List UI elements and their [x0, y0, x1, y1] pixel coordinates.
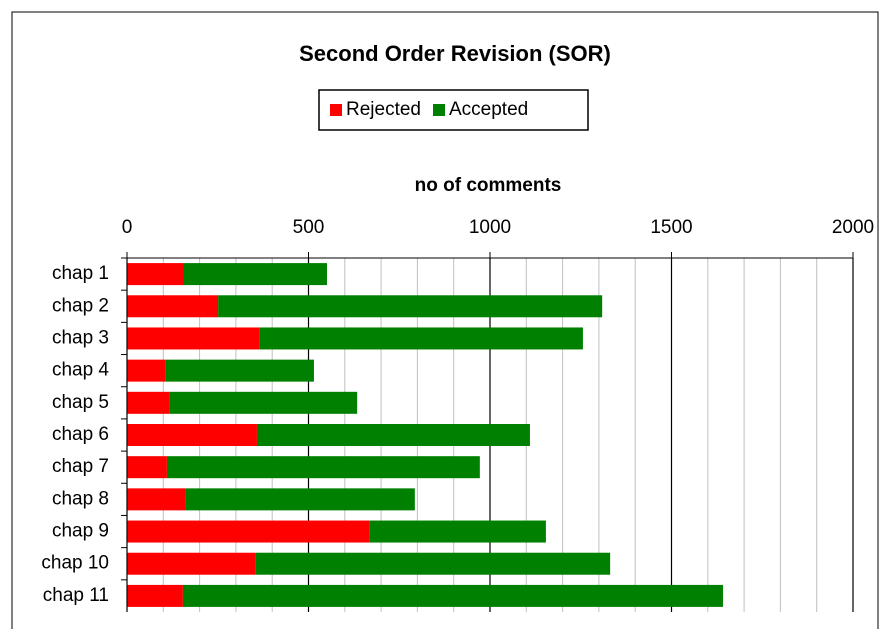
chart-title: Second Order Revision (SOR): [299, 41, 611, 66]
bar-segment: [259, 327, 583, 350]
y-tick-label: chap 2: [52, 295, 109, 316]
bar-segment: [127, 391, 170, 414]
legend-label: Accepted: [449, 99, 528, 120]
y-tick-label: chap 11: [43, 585, 109, 606]
bar-segment: [127, 520, 370, 543]
y-tick-label: chap 9: [52, 521, 109, 542]
bar-segment: [127, 327, 260, 350]
bar-segment: [127, 456, 167, 479]
bar-segment: [166, 456, 480, 479]
y-tick-label: chap 4: [52, 360, 109, 381]
bar-segment: [127, 424, 257, 446]
bar-segment: [127, 552, 256, 575]
x-tick-label: 2000: [832, 217, 874, 238]
y-tick-label: chap 3: [52, 327, 109, 348]
bar-segment: [127, 295, 219, 318]
bar-segment: [369, 520, 546, 543]
y-tick-label: chap 6: [52, 424, 109, 445]
y-tick-label: chap 1: [52, 263, 109, 284]
x-tick-label: 500: [293, 217, 325, 238]
legend-swatch: [330, 104, 342, 116]
y-tick-label: chap 10: [41, 553, 109, 574]
x-tick-label: 0: [122, 217, 133, 238]
bar-segment: [127, 584, 183, 607]
y-tick-label: chap 7: [52, 456, 109, 477]
x-tick-label: 1500: [650, 217, 692, 238]
legend-box: [318, 89, 589, 131]
y-tick-label: chap 5: [52, 392, 109, 413]
bar-segment: [256, 424, 530, 446]
bar-segment: [182, 584, 724, 607]
legend-swatch: [433, 104, 445, 116]
bar-segment: [185, 488, 415, 511]
y-tick-label: chap 8: [52, 488, 109, 509]
axis-title: no of comments: [415, 175, 562, 196]
bar-segment: [255, 552, 611, 575]
legend-label: Rejected: [346, 99, 421, 120]
bar-segment: [127, 488, 186, 511]
bar-segment: [127, 359, 166, 382]
bar-segment: [165, 359, 314, 382]
bar-segment: [218, 295, 603, 318]
x-tick-label: 1000: [469, 217, 511, 238]
bar-segment: [183, 263, 328, 286]
bar-segment: [127, 263, 184, 286]
bar-segment: [169, 391, 358, 414]
